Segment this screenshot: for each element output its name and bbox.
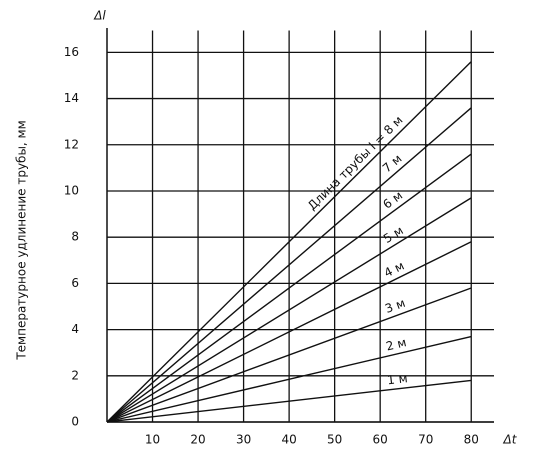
series-label: 7 м (380, 151, 405, 175)
y-tick-label: 12 (64, 137, 79, 151)
y-tick-label: 10 (64, 183, 79, 197)
x-axis-symbol: Δt (503, 433, 518, 447)
y-axis-symbol: Δl (93, 9, 106, 23)
series-line (106, 241, 472, 423)
y-tick-label: 8 (71, 230, 79, 244)
series-label: 2 м (385, 335, 408, 353)
y-tick-label: 0 (71, 415, 79, 429)
series-line (106, 61, 472, 423)
series-label: 4 м (382, 259, 407, 281)
series-line (106, 153, 472, 423)
series-line (106, 335, 472, 423)
x-tick-label: 10 (145, 433, 160, 447)
x-tick-label: 40 (281, 433, 296, 447)
y-tick-label: 6 (71, 276, 79, 290)
series-label: 1 м (386, 371, 408, 387)
x-tick-label: 30 (236, 433, 251, 447)
series-label: 3 м (383, 296, 407, 316)
series-line (106, 107, 472, 423)
series-label: 5 м (381, 223, 406, 246)
x-tick-label: 80 (464, 433, 479, 447)
series-line (106, 197, 472, 423)
x-tick-label: 70 (418, 433, 433, 447)
series-line (106, 379, 472, 423)
x-tick-label: 60 (373, 433, 388, 447)
x-tick-label: 20 (190, 433, 205, 447)
y-tick-label: 4 (71, 322, 79, 336)
x-tick-label: 50 (327, 433, 342, 447)
series-label: 6 м (380, 188, 405, 211)
y-axis-label: Температурное удлинение трубы, мм (15, 120, 29, 360)
series-line (106, 287, 472, 423)
y-tick-label: 16 (64, 45, 79, 59)
y-tick-label: 14 (64, 91, 79, 105)
y-tick-label: 2 (71, 368, 79, 382)
